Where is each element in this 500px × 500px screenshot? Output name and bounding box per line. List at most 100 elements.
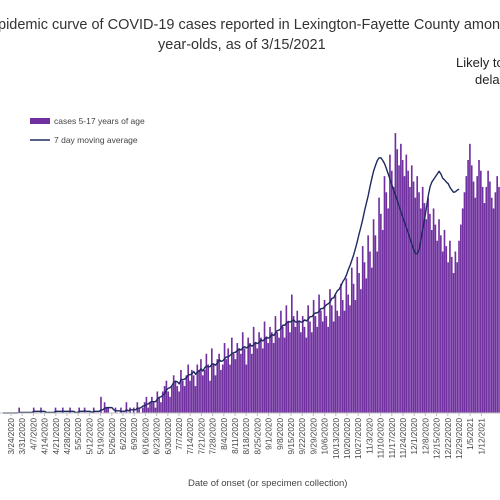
bar: [389, 154, 391, 413]
bar: [310, 332, 313, 413]
bar: [120, 407, 122, 413]
bar: [418, 192, 420, 413]
x-axis-title: Date of onset (or specimen collection): [188, 478, 347, 489]
bar: [312, 299, 315, 413]
bar: [480, 170, 482, 413]
x-tick-label: 9/8/2020: [276, 418, 285, 450]
bar: [143, 402, 146, 413]
bar: [376, 251, 379, 413]
bar: [107, 407, 110, 413]
bar: [470, 165, 473, 413]
bar: [200, 359, 202, 413]
bar: [498, 186, 500, 413]
bar: [281, 326, 284, 413]
chart-title-line-1: pidemic curve of COVID-19 cases reported…: [0, 17, 500, 33]
bar: [349, 305, 351, 413]
bar: [363, 262, 366, 413]
bar: [158, 396, 160, 413]
bar: [396, 149, 399, 413]
bar: [381, 229, 384, 413]
bar: [180, 369, 182, 413]
bar: [276, 332, 279, 413]
bar: [278, 337, 280, 413]
bars-layer: [18, 133, 500, 413]
bar: [196, 364, 199, 413]
bar: [320, 310, 322, 413]
bar: [494, 192, 497, 413]
bar: [341, 299, 344, 413]
bar: [463, 192, 466, 413]
x-tick-label: 12/29/2020: [455, 418, 464, 459]
x-tick-label: 9/22/2020: [298, 418, 307, 455]
bar: [440, 235, 442, 413]
bar: [394, 133, 397, 413]
x-tick-label: 7/7/2020: [175, 418, 184, 450]
x-tick-label: 3/31/2020: [18, 418, 27, 455]
bar: [167, 391, 170, 413]
bar: [160, 402, 162, 413]
x-tick-label: 9/29/2020: [309, 418, 318, 455]
bar: [445, 246, 448, 413]
x-tick-label: 8/4/2020: [220, 418, 229, 450]
bar: [400, 143, 402, 413]
bar: [176, 386, 179, 413]
x-tick-label: 6/2/2020: [119, 418, 128, 450]
x-tick-label: 9/1/2020: [265, 418, 274, 450]
bar: [256, 348, 259, 413]
bar: [360, 289, 362, 413]
bar: [227, 348, 230, 413]
bar: [398, 165, 400, 413]
x-tick-label: 5/5/2020: [74, 418, 83, 450]
bar: [458, 240, 460, 413]
bar: [171, 386, 173, 413]
annotation-line-1: Likely to: [456, 55, 500, 70]
x-tick-label: 4/28/2020: [63, 418, 72, 455]
x-tick-label: 12/22/2020: [444, 418, 453, 459]
bar: [412, 181, 415, 413]
bar: [352, 283, 355, 413]
bar: [229, 364, 231, 413]
x-tick-label: 10/20/2020: [343, 418, 352, 459]
bar: [218, 353, 220, 413]
bar: [252, 326, 255, 413]
x-tick-label: 10/27/2020: [354, 418, 363, 459]
x-tick-label: 3/24/2020: [7, 418, 16, 455]
bar: [301, 316, 304, 413]
legend-swatch-bars: [30, 118, 50, 124]
bar: [330, 305, 333, 413]
bar: [425, 219, 428, 413]
bar: [223, 343, 226, 413]
bar: [249, 343, 251, 413]
bar: [231, 337, 233, 413]
bar: [260, 337, 262, 413]
bar: [216, 359, 219, 413]
bar: [18, 407, 20, 413]
bar: [245, 364, 248, 413]
bar: [481, 186, 484, 413]
bar: [105, 407, 108, 413]
bar: [325, 316, 328, 413]
x-tick-label: 10/13/2020: [332, 418, 341, 459]
bar: [429, 213, 431, 413]
bar: [496, 176, 498, 413]
bar: [203, 369, 206, 413]
bar: [151, 396, 153, 413]
bar: [232, 353, 235, 413]
bar: [201, 375, 204, 413]
bar: [189, 380, 191, 413]
bar: [147, 407, 150, 413]
bar: [263, 321, 266, 413]
bar: [247, 337, 249, 413]
bar: [287, 321, 289, 413]
bar: [452, 273, 455, 413]
bar: [436, 240, 439, 413]
bar: [438, 219, 440, 413]
bar: [372, 219, 375, 413]
bar: [385, 192, 388, 413]
moving-average-line: [2, 157, 460, 414]
bar: [272, 343, 275, 413]
x-tick-label: 6/9/2020: [130, 418, 139, 450]
x-tick-label: 4/14/2020: [41, 418, 50, 455]
bar: [430, 229, 433, 413]
